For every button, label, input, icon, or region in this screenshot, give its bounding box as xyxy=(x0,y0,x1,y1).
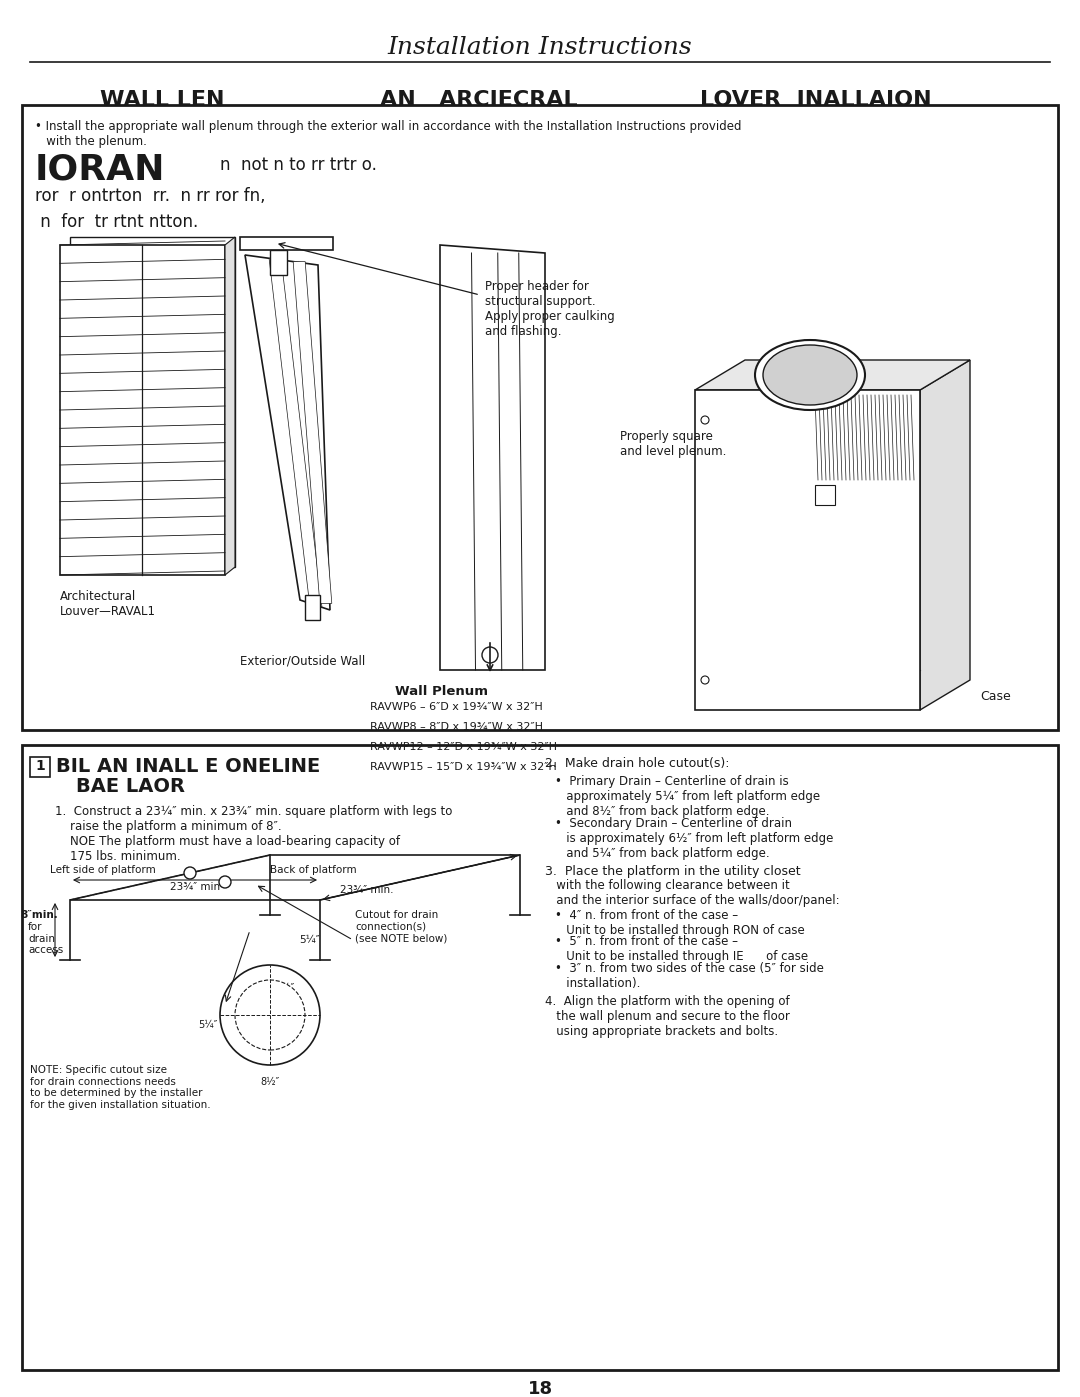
Polygon shape xyxy=(920,360,970,710)
Polygon shape xyxy=(60,244,225,576)
Text: Case: Case xyxy=(980,690,1011,703)
Text: 5¼″: 5¼″ xyxy=(199,1020,218,1030)
Text: Installation Instructions: Installation Instructions xyxy=(388,36,692,60)
Polygon shape xyxy=(696,390,920,710)
Circle shape xyxy=(235,981,305,1051)
Bar xyxy=(22,105,1058,731)
Text: BIL AN INALL E ONELINE: BIL AN INALL E ONELINE xyxy=(56,757,321,775)
Text: Wall Plenum: Wall Plenum xyxy=(395,685,488,698)
Polygon shape xyxy=(293,261,332,604)
Text: NOTE: Specific cutout size
for drain connections needs
to be determined by the i: NOTE: Specific cutout size for drain con… xyxy=(30,1065,211,1109)
Text: with the following clearance between it
   and the interior surface of the walls: with the following clearance between it … xyxy=(545,879,839,907)
Circle shape xyxy=(220,965,320,1065)
Ellipse shape xyxy=(755,339,865,409)
Text: 23¾″ min: 23¾″ min xyxy=(170,882,220,893)
Polygon shape xyxy=(70,237,235,567)
Text: 6¼″: 6¼″ xyxy=(275,983,294,993)
Polygon shape xyxy=(240,237,333,250)
Text: •  Secondary Drain – Centerline of drain
   is approximately 6½″ from left platf: • Secondary Drain – Centerline of drain … xyxy=(555,817,834,861)
Text: 2.  Make drain hole cutout(s):: 2. Make drain hole cutout(s): xyxy=(545,757,729,770)
Text: 18: 18 xyxy=(527,1380,553,1397)
Text: • Install the appropriate wall plenum through the exterior wall in accordance wi: • Install the appropriate wall plenum th… xyxy=(35,120,742,148)
Text: •  Primary Drain – Centerline of drain is
   approximately 5¼″ from left platfor: • Primary Drain – Centerline of drain is… xyxy=(555,775,820,819)
Ellipse shape xyxy=(762,345,858,405)
Text: ror  r ontrton  rr.  n rr ror fn,: ror r ontrton rr. n rr ror fn, xyxy=(35,187,266,205)
Text: RAVWP12 – 12″D x 19¾″W x 32″H: RAVWP12 – 12″D x 19¾″W x 32″H xyxy=(370,742,557,752)
Text: Architectural
Louver—RAVAL1: Architectural Louver—RAVAL1 xyxy=(60,590,156,617)
Bar xyxy=(22,745,1058,1370)
Text: 8½″: 8½″ xyxy=(260,1077,280,1087)
Bar xyxy=(30,757,50,777)
Text: Exterior/Outside Wall: Exterior/Outside Wall xyxy=(240,655,365,668)
Text: for
drain
access: for drain access xyxy=(28,922,64,956)
Text: 5¼″: 5¼″ xyxy=(299,935,321,944)
Text: •  5″ n. from front of the case –
   Unit to be installed through IE      of cas: • 5″ n. from front of the case – Unit to… xyxy=(555,935,808,963)
Text: LOVER  INALLAION: LOVER INALLAION xyxy=(700,89,932,110)
Text: IORAN: IORAN xyxy=(35,152,165,186)
Polygon shape xyxy=(225,237,235,576)
Circle shape xyxy=(482,647,498,664)
Text: RAVWP15 – 15″D x 19¾″W x 32″H: RAVWP15 – 15″D x 19¾″W x 32″H xyxy=(370,761,557,773)
Polygon shape xyxy=(269,258,322,606)
Text: n  not n to rr trtr o.: n not n to rr trtr o. xyxy=(220,156,377,175)
Circle shape xyxy=(701,676,708,685)
Text: Back of platform: Back of platform xyxy=(270,865,356,875)
Text: Properly square
and level plenum.: Properly square and level plenum. xyxy=(620,430,727,458)
Circle shape xyxy=(219,876,231,888)
Text: 23¾″ min.: 23¾″ min. xyxy=(340,886,393,895)
Text: 1: 1 xyxy=(36,759,45,773)
Text: •  4″ n. from front of the case –
   Unit to be installed through RON of case: • 4″ n. from front of the case – Unit to… xyxy=(555,909,805,937)
Text: 4.  Align the platform with the opening of
   the wall plenum and secure to the : 4. Align the platform with the opening o… xyxy=(545,995,789,1038)
Text: •  3″ n. from two sides of the case (5″ for side
   installation).: • 3″ n. from two sides of the case (5″ f… xyxy=(555,963,824,990)
Text: RAVWP6 – 6″D x 19¾″W x 32″H: RAVWP6 – 6″D x 19¾″W x 32″H xyxy=(370,703,543,712)
Circle shape xyxy=(701,416,708,425)
Polygon shape xyxy=(70,855,519,900)
Text: 8″min.: 8″min. xyxy=(21,909,57,921)
Text: RAVWP8 – 8″D x 19¾″W x 32″H: RAVWP8 – 8″D x 19¾″W x 32″H xyxy=(370,722,543,732)
Text: 1.  Construct a 23¼″ min. x 23¾″ min. square platform with legs to
    raise the: 1. Construct a 23¼″ min. x 23¾″ min. squ… xyxy=(55,805,453,863)
Bar xyxy=(815,485,835,504)
Polygon shape xyxy=(305,595,320,620)
Polygon shape xyxy=(440,244,545,671)
Polygon shape xyxy=(270,250,287,275)
Text: n  for  tr rtnt ntton.: n for tr rtnt ntton. xyxy=(35,212,199,231)
Text: 3.  Place the platform in the utility closet: 3. Place the platform in the utility clo… xyxy=(545,865,800,877)
Text: Left side of platform: Left side of platform xyxy=(50,865,156,875)
Polygon shape xyxy=(245,256,330,610)
Text: BAE LAOR: BAE LAOR xyxy=(76,777,185,796)
Text: Cutout for drain
connection(s)
(see NOTE below): Cutout for drain connection(s) (see NOTE… xyxy=(355,909,447,943)
Text: WALL LEN: WALL LEN xyxy=(100,89,225,110)
Text: Proper header for
structural support.
Apply proper caulking
and flashing.: Proper header for structural support. Ap… xyxy=(485,279,615,338)
Circle shape xyxy=(184,868,195,879)
Polygon shape xyxy=(696,360,970,390)
Text: AN   ARCIECRAL: AN ARCIECRAL xyxy=(380,89,578,110)
